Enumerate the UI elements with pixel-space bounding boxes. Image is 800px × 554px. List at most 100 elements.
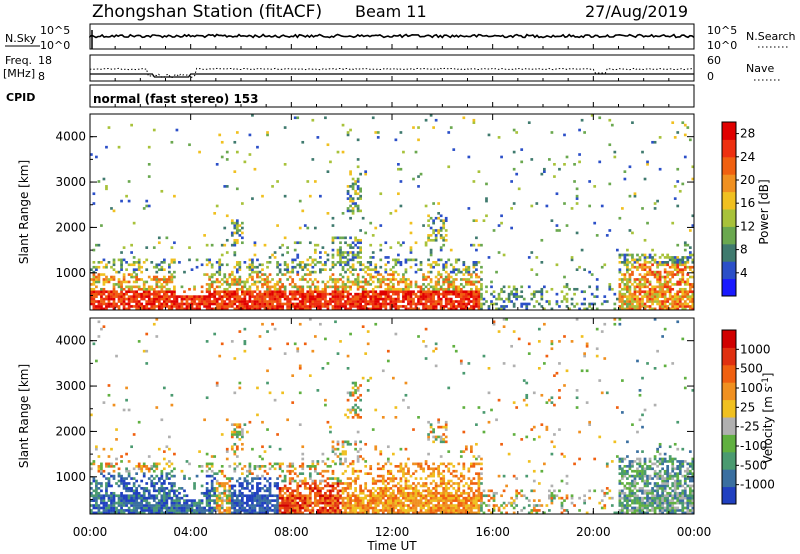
velocity-cell [210, 499, 214, 502]
power-cell [162, 280, 166, 284]
power-cell [107, 300, 111, 303]
velocity-cell [324, 398, 327, 402]
power-cell [392, 285, 395, 289]
power-cell [394, 263, 398, 267]
power-cell [188, 287, 191, 291]
velocity-cell [203, 506, 206, 510]
power-cell [641, 275, 644, 279]
power-colorbar-tick-label: 20 [740, 173, 755, 187]
power-cell [691, 275, 695, 279]
power-cell [344, 251, 347, 254]
velocity-cell [313, 469, 317, 473]
velocity-cell [92, 494, 96, 498]
power-cell [583, 297, 586, 301]
velocity-cell [381, 482, 385, 485]
power-cell [102, 280, 106, 284]
power-cell [298, 300, 302, 303]
power-cell [256, 302, 259, 306]
velocity-cell [127, 509, 131, 512]
velocity-cell [334, 494, 337, 498]
power-cell [389, 290, 393, 294]
velocity-cell [359, 440, 362, 444]
power-cell [346, 263, 350, 267]
power-cell [683, 305, 687, 308]
velocity-cell [359, 489, 362, 493]
power-cell [633, 307, 637, 311]
power-cell [308, 263, 312, 267]
velocity-cell [336, 511, 340, 515]
power-cell [439, 234, 443, 237]
power-cell [389, 278, 393, 281]
power-cell [379, 290, 383, 294]
power-cell [356, 246, 360, 249]
power-cell [359, 246, 362, 249]
power-cell [233, 302, 237, 306]
power-cell [349, 170, 352, 173]
velocity-cell [188, 477, 191, 480]
power-cell [444, 305, 448, 308]
velocity-cell [379, 489, 383, 493]
power-cell [147, 275, 151, 279]
power-cell [235, 307, 239, 311]
power-cell [316, 285, 320, 289]
velocity-cell [364, 506, 368, 510]
power-cell [301, 265, 305, 269]
velocity-cell [178, 491, 181, 495]
power-cell [626, 248, 629, 252]
velocity-cell [306, 465, 310, 468]
velocity-cell [298, 391, 302, 395]
velocity-cell [397, 489, 400, 493]
velocity-cell [266, 487, 269, 490]
velocity-cell [185, 499, 189, 502]
power-cell [346, 253, 350, 257]
velocity-cell [341, 506, 345, 510]
power-cell [298, 278, 302, 281]
power-cell [477, 290, 481, 294]
velocity-cell [263, 496, 267, 500]
power-cell [472, 180, 476, 183]
velocity-cell [117, 499, 121, 502]
power-cell [336, 261, 340, 264]
power-cell [351, 273, 355, 276]
power-cell [472, 261, 476, 264]
power-cell [686, 261, 690, 264]
power-cell [646, 292, 649, 296]
power-cell [261, 295, 264, 298]
velocity-cell [152, 487, 156, 490]
power-cell [273, 285, 277, 289]
power-cell [233, 243, 237, 247]
velocity-cell [112, 474, 116, 478]
power-cell [555, 192, 559, 196]
power-cell [376, 136, 380, 139]
power-cell [444, 229, 448, 232]
power-cell [241, 302, 244, 306]
power-cell [409, 292, 413, 296]
power-cell [122, 258, 126, 262]
velocity-cell [376, 474, 380, 478]
power-cell [278, 246, 282, 249]
power-cell [392, 265, 395, 269]
velocity-cell [130, 487, 133, 490]
velocity-cell [180, 506, 184, 510]
velocity-cell [286, 494, 290, 498]
power-cell [291, 290, 295, 294]
power-cell [273, 300, 277, 303]
velocity-cell [306, 496, 310, 500]
velocity-cell [341, 499, 345, 502]
power-cell [256, 292, 259, 296]
power-cell [132, 285, 136, 289]
velocity-cell [311, 465, 315, 468]
velocity-cell [145, 504, 149, 507]
power-cell [686, 283, 690, 286]
velocity-cell [170, 509, 174, 512]
power-cell [230, 302, 234, 306]
velocity-cell [331, 511, 335, 515]
power-cell [225, 297, 229, 301]
power-cell [621, 302, 624, 306]
velocity-cell [235, 433, 239, 436]
power-cell [97, 265, 101, 269]
power-cell [210, 295, 214, 298]
power-cell [150, 297, 154, 301]
power-cell [653, 258, 657, 262]
